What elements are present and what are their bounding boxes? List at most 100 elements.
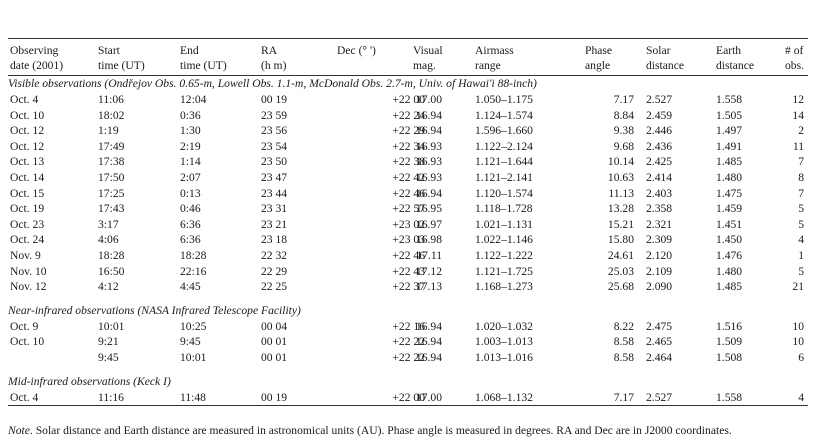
cell-solar-distance: 2.425 <box>646 155 673 169</box>
cell-airmass-range: 1.022–1.146 <box>475 233 533 247</box>
cell-airmass-range: 1.118–1.728 <box>475 202 533 216</box>
cell-visual-mag: 16.94 <box>415 124 442 138</box>
cell-obs-count: 4 <box>798 390 804 404</box>
cell-obs-count: 5 <box>798 202 804 216</box>
cell-ra: 23 18 <box>261 233 288 247</box>
cell-start-time: 17:38 <box>98 155 125 169</box>
cell-dec: +22 57 <box>392 202 425 216</box>
cell-date: Oct. 15 <box>10 186 45 200</box>
section-title: Near-infrared observations (NASA Infrare… <box>8 303 301 317</box>
cell-ra: 23 31 <box>261 202 288 216</box>
cell-end-time: 6:36 <box>180 217 201 231</box>
bottom-rule <box>8 405 808 407</box>
cell-end-time: 2:19 <box>180 139 201 153</box>
cell-phase-angle: 15.80 <box>607 233 634 247</box>
cell-solar-distance: 2.436 <box>646 139 673 153</box>
table-row: Oct. 24 4:06 6:36 23 18 +23 03 16.98 1.022–1.1… <box>8 232 808 248</box>
table-body: Visible observations (Ondřejov Obs. 0.65… <box>8 76 808 405</box>
cell-dec: +22 16 <box>392 319 425 333</box>
table-row: Oct. 4 11:06 12:04 00 19 +22 00 17.00 1.050–1.… <box>8 92 808 108</box>
cell-dec: +22 22 <box>392 335 425 349</box>
header-earth-distance: Earth distance <box>716 43 754 73</box>
cell-phase-angle: 25.03 <box>607 264 634 278</box>
cell-obs-count: 21 <box>792 280 804 294</box>
cell-solar-distance: 2.527 <box>646 390 673 404</box>
cell-visual-mag: 16.93 <box>415 139 442 153</box>
header-ra-line2: (h m) <box>261 59 287 72</box>
cell-start-time: 16:50 <box>98 264 125 278</box>
cell-start-time: 9:21 <box>98 335 119 349</box>
cell-obs-count: 12 <box>792 93 804 106</box>
cell-solar-distance: 2.309 <box>646 233 673 247</box>
cell-visual-mag: 17.13 <box>415 280 442 294</box>
cell-visual-mag: 17.11 <box>416 248 442 262</box>
cell-end-time: 11:48 <box>180 390 206 404</box>
cell-earth-distance: 1.451 <box>716 217 743 231</box>
cell-visual-mag: 16.97 <box>415 217 442 231</box>
cell-start-time: 18:02 <box>98 108 125 122</box>
cell-solar-distance: 2.414 <box>646 170 673 184</box>
header-visual-mag: Visual mag. <box>413 43 443 73</box>
cell-start-time: 1:19 <box>98 124 119 138</box>
cell-ra: 00 04 <box>261 319 288 333</box>
cell-dec: +22 29 <box>392 124 425 138</box>
cell-start-time: 17:25 <box>98 186 125 200</box>
header-end-time-line1: End <box>180 44 199 57</box>
cell-ra: 00 01 <box>261 335 288 349</box>
cell-earth-distance: 1.558 <box>716 93 743 106</box>
header-phase-angle: Phase angle <box>585 43 612 73</box>
cell-dec: +22 34 <box>392 139 425 153</box>
cell-date: Oct. 12 <box>10 124 45 138</box>
cell-airmass-range: 1.121–2.141 <box>475 170 533 184</box>
cell-obs-count: 11 <box>792 139 804 153</box>
header-dec-line1: Dec (° ') <box>337 44 376 57</box>
cell-start-time: 9:45 <box>98 350 119 364</box>
table-row: Oct. 10 18:02 0:36 23 59 +22 24 16.94 1.124–1.… <box>8 108 808 124</box>
cell-ra: 00 19 <box>261 93 288 106</box>
cell-date: Oct. 23 <box>10 217 45 231</box>
cell-visual-mag: 16.94 <box>415 319 442 333</box>
table-row: Oct. 9 10:01 10:25 00 04 +22 16 16.94 1.020–1.… <box>8 319 808 335</box>
header-solar-distance-line2: distance <box>646 59 684 72</box>
header-date: Observing date (2001) <box>10 43 63 73</box>
cell-start-time: 4:06 <box>98 233 119 247</box>
cell-ra: 23 44 <box>261 186 288 200</box>
cell-date: Nov. 12 <box>10 280 47 294</box>
cell-earth-distance: 1.491 <box>716 139 743 153</box>
cell-airmass-range: 1.121–1.644 <box>475 155 533 169</box>
table-header: Observing date (2001) Start time (UT) End tim… <box>8 39 808 75</box>
cell-earth-distance: 1.485 <box>716 155 743 169</box>
cell-solar-distance: 2.446 <box>646 124 673 138</box>
cell-solar-distance: 2.321 <box>646 217 673 231</box>
header-visual-mag-line2: mag. <box>413 59 436 72</box>
cell-dec: +22 00 <box>392 390 425 404</box>
cell-phase-angle: 8.22 <box>613 319 634 333</box>
cell-phase-angle: 10.14 <box>607 155 634 169</box>
cell-airmass-range: 1.021–1.131 <box>475 217 533 231</box>
header-start-time-line2: time (UT) <box>98 59 145 72</box>
cell-end-time: 1:30 <box>180 124 201 138</box>
cell-obs-count: 7 <box>798 186 804 200</box>
cell-dec: +22 22 <box>392 350 425 364</box>
cell-airmass-range: 1.124–1.574 <box>475 108 533 122</box>
cell-ra: 23 21 <box>261 217 288 231</box>
cell-start-time: 11:16 <box>98 390 124 404</box>
header-end-time-line2: time (UT) <box>180 59 227 72</box>
cell-end-time: 18:28 <box>180 248 207 262</box>
cell-end-time: 2:07 <box>180 170 201 184</box>
cell-airmass-range: 1.122–1.222 <box>475 248 533 262</box>
header-obs-count-line2: obs. <box>785 59 805 72</box>
cell-earth-distance: 1.497 <box>716 124 743 138</box>
header-date-line1: Observing <box>10 44 59 57</box>
cell-phase-angle: 24.61 <box>607 248 634 262</box>
cell-airmass-range: 1.050–1.175 <box>475 93 533 106</box>
cell-date: Oct. 24 <box>10 233 45 247</box>
cell-airmass-range: 1.020–1.032 <box>475 319 533 333</box>
cell-earth-distance: 1.476 <box>716 248 743 262</box>
cell-earth-distance: 1.475 <box>716 186 743 200</box>
cell-phase-angle: 10.63 <box>607 170 634 184</box>
header-obs-count-line1: # of <box>785 44 804 57</box>
cell-visual-mag: 16.94 <box>415 186 442 200</box>
cell-obs-count: 10 <box>792 319 804 333</box>
cell-phase-angle: 25.68 <box>607 280 634 294</box>
